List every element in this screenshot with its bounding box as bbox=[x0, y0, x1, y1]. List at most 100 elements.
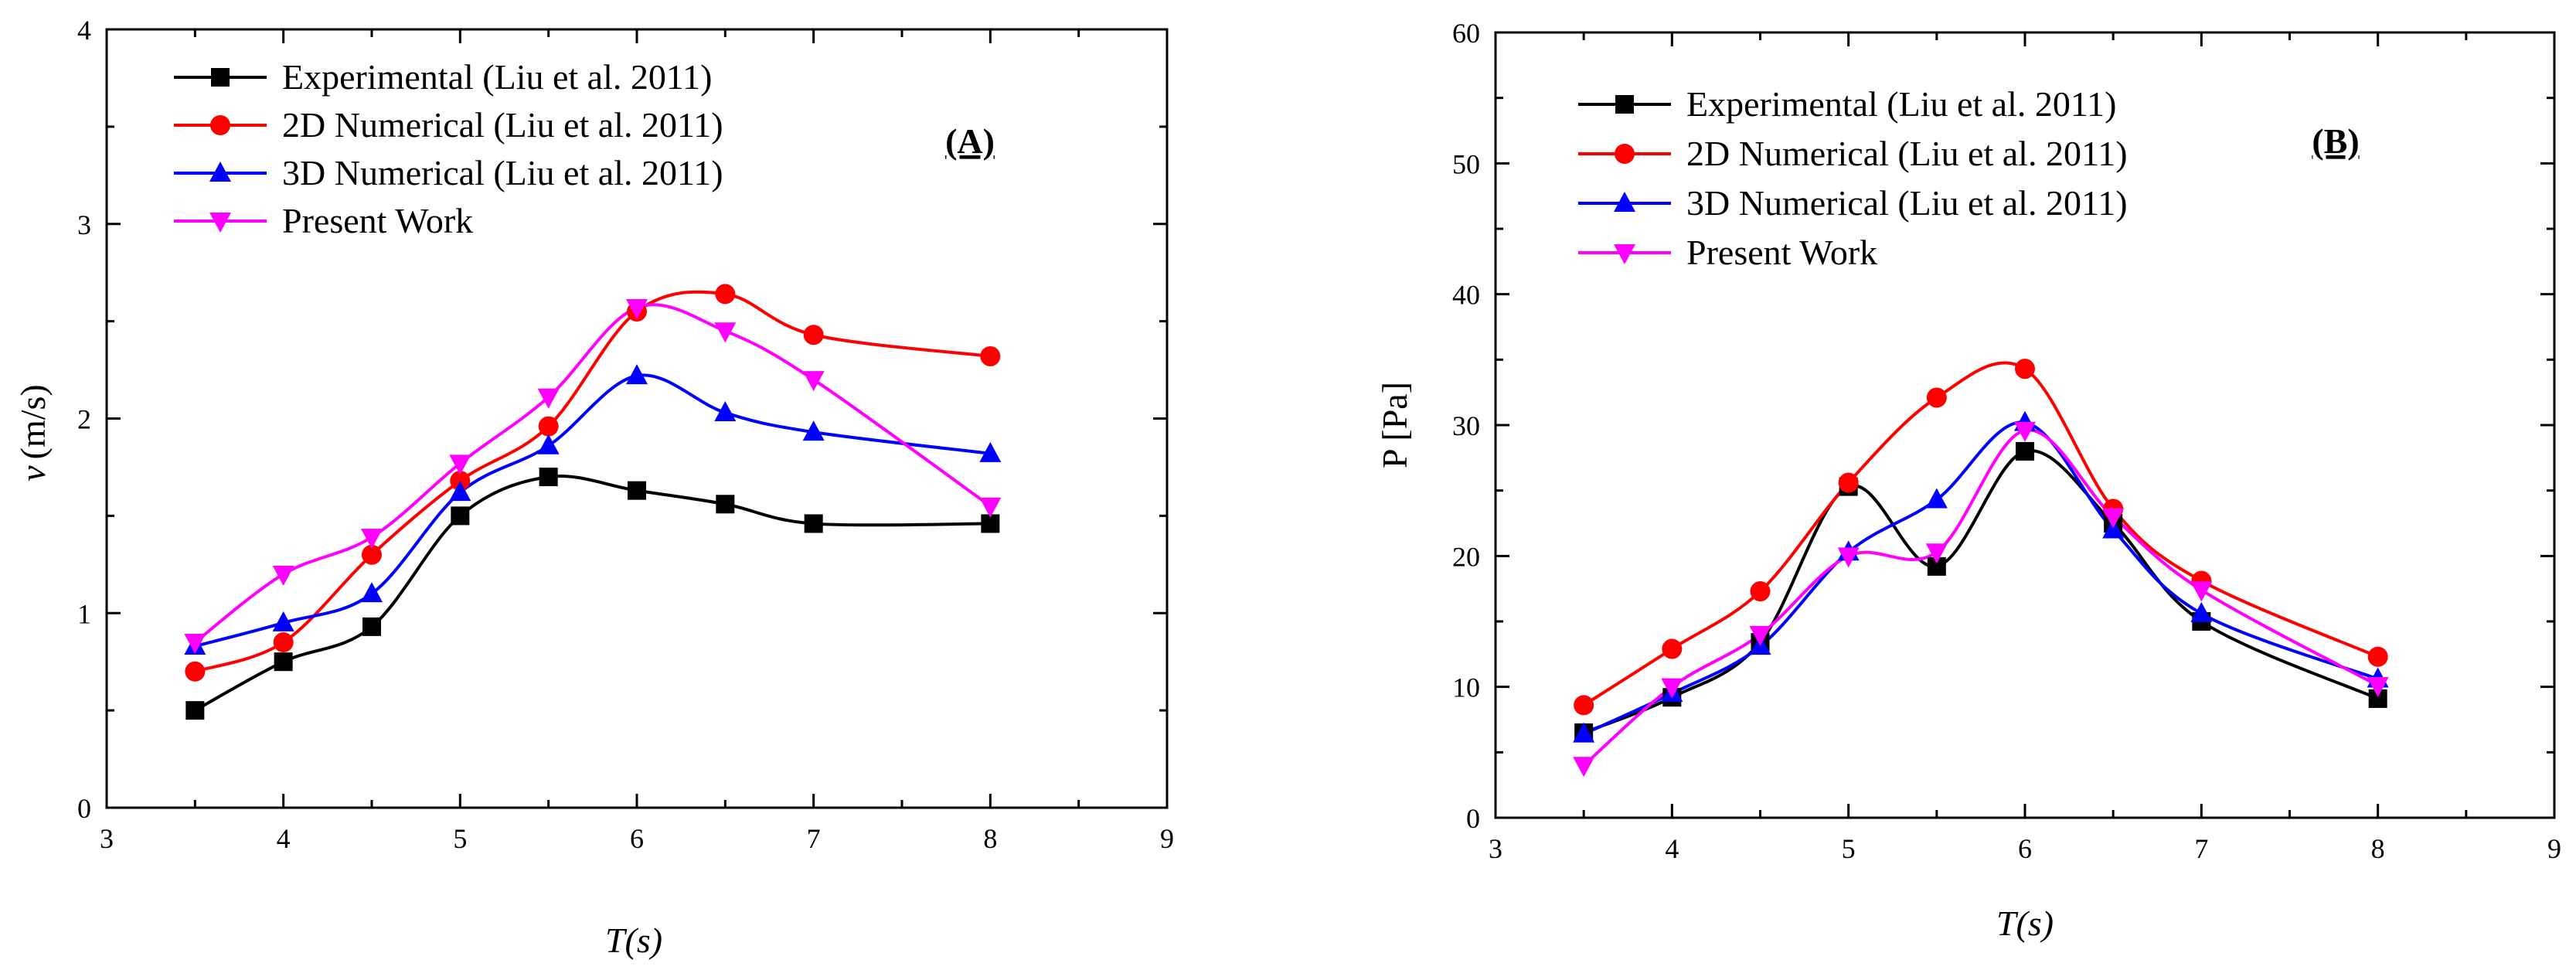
data-point-a-3 bbox=[449, 454, 471, 475]
x-tick-label-b: 5 bbox=[1842, 833, 1856, 864]
data-point-b-1 bbox=[1574, 695, 1594, 716]
legend-label-b-0: Experimental (Liu et al. 2011) bbox=[1686, 84, 2117, 124]
x-tick-label-a: 8 bbox=[983, 823, 997, 854]
data-point-b-3 bbox=[1837, 547, 1860, 568]
data-point-b-3 bbox=[2190, 581, 2213, 602]
legend-marker-b-2 bbox=[1614, 192, 1635, 212]
data-point-a-2 bbox=[272, 611, 294, 631]
panel-b: 3 4 5 6 7 8 9 0 10 20 30 40 50 60 Experimental (Liu e… bbox=[1375, 18, 2561, 943]
data-point-a-2 bbox=[361, 582, 383, 603]
legend-label-a-3: Present Work bbox=[282, 201, 473, 240]
legend-marker-b-3 bbox=[1614, 244, 1635, 264]
data-point-a-0 bbox=[539, 468, 558, 487]
y-tick-label-a: 0 bbox=[77, 793, 91, 824]
data-point-b-1 bbox=[2367, 646, 2388, 667]
data-point-a-0 bbox=[274, 652, 293, 672]
y-tick-label-b: 30 bbox=[1452, 410, 1480, 441]
data-point-a-0 bbox=[628, 481, 646, 500]
series-line-b-1 bbox=[1583, 361, 2379, 707]
data-point-b-2 bbox=[1573, 722, 1595, 743]
x-axis-title-b: T(s) bbox=[1996, 904, 2054, 943]
series-line-b-2 bbox=[1583, 420, 2379, 736]
x-axis-title-a: T(s) bbox=[605, 921, 662, 960]
panel-label-a: (A) bbox=[945, 121, 995, 161]
data-point-a-2 bbox=[979, 441, 1002, 462]
data-point-a-2 bbox=[449, 481, 471, 502]
data-point-b-3 bbox=[1573, 757, 1595, 778]
x-tick-label-b: 6 bbox=[2018, 833, 2032, 864]
data-point-a-3 bbox=[626, 299, 648, 320]
data-point-a-3 bbox=[537, 388, 560, 409]
y-tick-label-b: 40 bbox=[1452, 280, 1480, 311]
data-point-a-2 bbox=[537, 434, 560, 454]
data-point-a-1 bbox=[185, 661, 206, 682]
y-axis-title-b: P [Pa] bbox=[1375, 382, 1414, 468]
data-point-b-0 bbox=[2016, 441, 2034, 461]
x-tick-label-b: 4 bbox=[1665, 833, 1679, 864]
data-point-a-0 bbox=[716, 495, 735, 514]
data-point-a-1 bbox=[362, 544, 382, 565]
legend-marker-b-1 bbox=[1615, 144, 1635, 164]
y-tick-label-b: 10 bbox=[1452, 672, 1480, 703]
data-point-a-2 bbox=[802, 420, 825, 441]
y-tick-label-b: 50 bbox=[1452, 148, 1480, 179]
y-tick-label-a: 4 bbox=[77, 15, 91, 46]
data-point-a-0 bbox=[362, 617, 381, 636]
data-point-a-3 bbox=[361, 529, 383, 550]
legend-marker-a-3 bbox=[209, 213, 231, 233]
legend-label-a-1: 2D Numerical (Liu et al. 2011) bbox=[282, 105, 723, 145]
panel-a: 3 4 5 6 7 8 9 0 1 2 3 4 Experimental (Liu et al. 20… bbox=[13, 15, 1174, 960]
data-point-a-1 bbox=[450, 471, 471, 492]
data-point-a-1 bbox=[980, 345, 1001, 366]
x-tick-label-b: 9 bbox=[2547, 833, 2561, 864]
y-tick-label-a: 3 bbox=[77, 209, 91, 240]
data-point-b-3 bbox=[1925, 543, 1948, 564]
panel-label-b: (B) bbox=[2312, 121, 2359, 161]
data-point-b-3 bbox=[2102, 508, 2125, 529]
y-tick-label-b: 0 bbox=[1466, 803, 1480, 834]
data-point-b-1 bbox=[1926, 387, 1947, 408]
data-point-a-1 bbox=[803, 325, 824, 345]
y-axis-symbol-a: v bbox=[13, 465, 53, 482]
data-point-a-2 bbox=[626, 364, 648, 385]
legend-label-a-0: Experimental (Liu et al. 2011) bbox=[282, 57, 713, 97]
legend-marker-b-0 bbox=[1615, 95, 1634, 114]
x-tick-label-a: 5 bbox=[453, 823, 467, 854]
data-point-a-3 bbox=[714, 322, 737, 343]
data-point-b-3 bbox=[2367, 676, 2389, 697]
data-point-a-1 bbox=[273, 632, 294, 653]
y-tick-label-b: 60 bbox=[1452, 18, 1480, 49]
legend-marker-a-0 bbox=[211, 68, 230, 87]
data-point-a-1 bbox=[538, 416, 559, 437]
data-point-a-1 bbox=[715, 284, 736, 305]
x-tick-label-b: 8 bbox=[2371, 833, 2385, 864]
data-point-a-3 bbox=[802, 371, 825, 392]
x-tick-label-a: 3 bbox=[100, 823, 114, 854]
y-tick-label-a: 2 bbox=[77, 404, 91, 435]
y-axis-unit-a: (m/s) bbox=[13, 384, 53, 459]
data-point-b-3 bbox=[1661, 678, 1683, 699]
data-point-a-3 bbox=[979, 497, 1002, 518]
y-axis-title-a: v (m/s) bbox=[13, 384, 53, 482]
data-point-a-0 bbox=[451, 506, 470, 526]
legend-label-b-2: 3D Numerical (Liu et al. 2011) bbox=[1686, 183, 2128, 223]
data-point-b-2 bbox=[1925, 488, 1948, 509]
x-tick-label-a: 9 bbox=[1160, 823, 1174, 854]
x-tick-label-b: 7 bbox=[2194, 833, 2208, 864]
y-tick-label-a: 1 bbox=[77, 598, 91, 629]
data-point-b-2 bbox=[2190, 601, 2213, 622]
data-point-b-1 bbox=[1750, 581, 1771, 602]
data-point-b-1 bbox=[1662, 638, 1683, 659]
data-point-a-2 bbox=[714, 400, 737, 421]
x-tick-label-a: 6 bbox=[630, 823, 644, 854]
data-point-b-3 bbox=[1749, 625, 1771, 646]
legend-b: Experimental (Liu et al. 2011) 2D Numeric… bbox=[1578, 84, 2128, 272]
y-tick-label-b: 20 bbox=[1452, 541, 1480, 572]
legend-label-a-2: 3D Numerical (Liu et al. 2011) bbox=[282, 153, 723, 192]
data-point-a-0 bbox=[804, 514, 823, 533]
data-point-b-3 bbox=[2014, 421, 2036, 442]
legend-a: Experimental (Liu et al. 2011) 2D Numeric… bbox=[174, 57, 723, 240]
x-tick-label-b: 3 bbox=[1489, 833, 1502, 864]
legend-label-b-1: 2D Numerical (Liu et al. 2011) bbox=[1686, 134, 2128, 173]
